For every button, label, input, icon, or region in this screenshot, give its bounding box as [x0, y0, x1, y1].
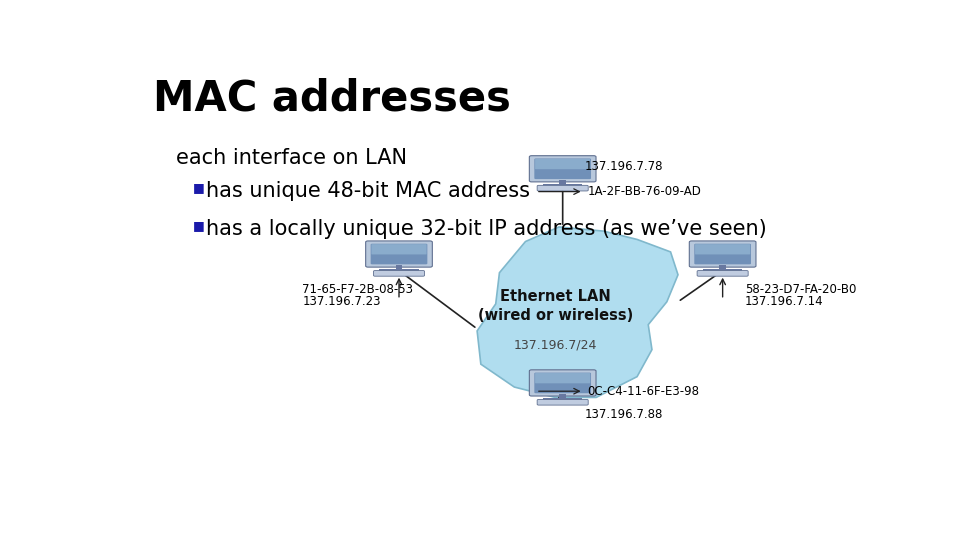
FancyBboxPatch shape — [538, 185, 588, 191]
Text: MAC addresses: MAC addresses — [154, 77, 512, 119]
Text: 137.196.7.78: 137.196.7.78 — [585, 160, 663, 173]
Text: has unique 48-bit MAC address: has unique 48-bit MAC address — [205, 181, 530, 201]
Bar — [560, 394, 566, 399]
FancyBboxPatch shape — [535, 158, 591, 179]
FancyBboxPatch shape — [371, 244, 427, 265]
Bar — [543, 184, 583, 186]
Text: Ethernet LAN
(wired or wireless): Ethernet LAN (wired or wireless) — [478, 288, 633, 323]
Text: 137.196.7.14: 137.196.7.14 — [745, 295, 824, 308]
Polygon shape — [477, 227, 678, 397]
FancyBboxPatch shape — [372, 244, 426, 254]
Text: has a locally unique 32-bit IP address (as we’ve seen): has a locally unique 32-bit IP address (… — [205, 219, 766, 239]
Bar — [703, 269, 742, 272]
FancyBboxPatch shape — [535, 373, 591, 393]
Text: 137.196.7.88: 137.196.7.88 — [585, 408, 663, 421]
Text: 0C-C4-11-6F-E3-98: 0C-C4-11-6F-E3-98 — [588, 384, 699, 397]
Text: 137.196.7.23: 137.196.7.23 — [302, 295, 381, 308]
Text: 71-65-F7-2B-08-53: 71-65-F7-2B-08-53 — [302, 282, 413, 295]
Text: 58-23-D7-FA-20-B0: 58-23-D7-FA-20-B0 — [745, 282, 856, 295]
Text: ■: ■ — [193, 219, 204, 232]
FancyBboxPatch shape — [366, 241, 432, 267]
Text: 137.196.7/24: 137.196.7/24 — [514, 339, 597, 352]
Bar — [396, 265, 402, 270]
Bar — [719, 265, 726, 270]
FancyBboxPatch shape — [689, 241, 756, 267]
FancyBboxPatch shape — [529, 370, 596, 396]
FancyBboxPatch shape — [373, 271, 424, 276]
Bar — [560, 180, 566, 185]
Text: 1A-2F-BB-76-09-AD: 1A-2F-BB-76-09-AD — [588, 185, 701, 198]
Bar — [379, 269, 419, 272]
Text: each interface on LAN: each interface on LAN — [176, 148, 407, 168]
FancyBboxPatch shape — [535, 159, 590, 169]
FancyBboxPatch shape — [695, 244, 751, 254]
FancyBboxPatch shape — [529, 156, 596, 182]
Bar — [543, 399, 583, 400]
Text: ■: ■ — [193, 181, 204, 194]
FancyBboxPatch shape — [538, 400, 588, 405]
FancyBboxPatch shape — [697, 271, 748, 276]
FancyBboxPatch shape — [535, 373, 590, 383]
FancyBboxPatch shape — [694, 244, 751, 265]
